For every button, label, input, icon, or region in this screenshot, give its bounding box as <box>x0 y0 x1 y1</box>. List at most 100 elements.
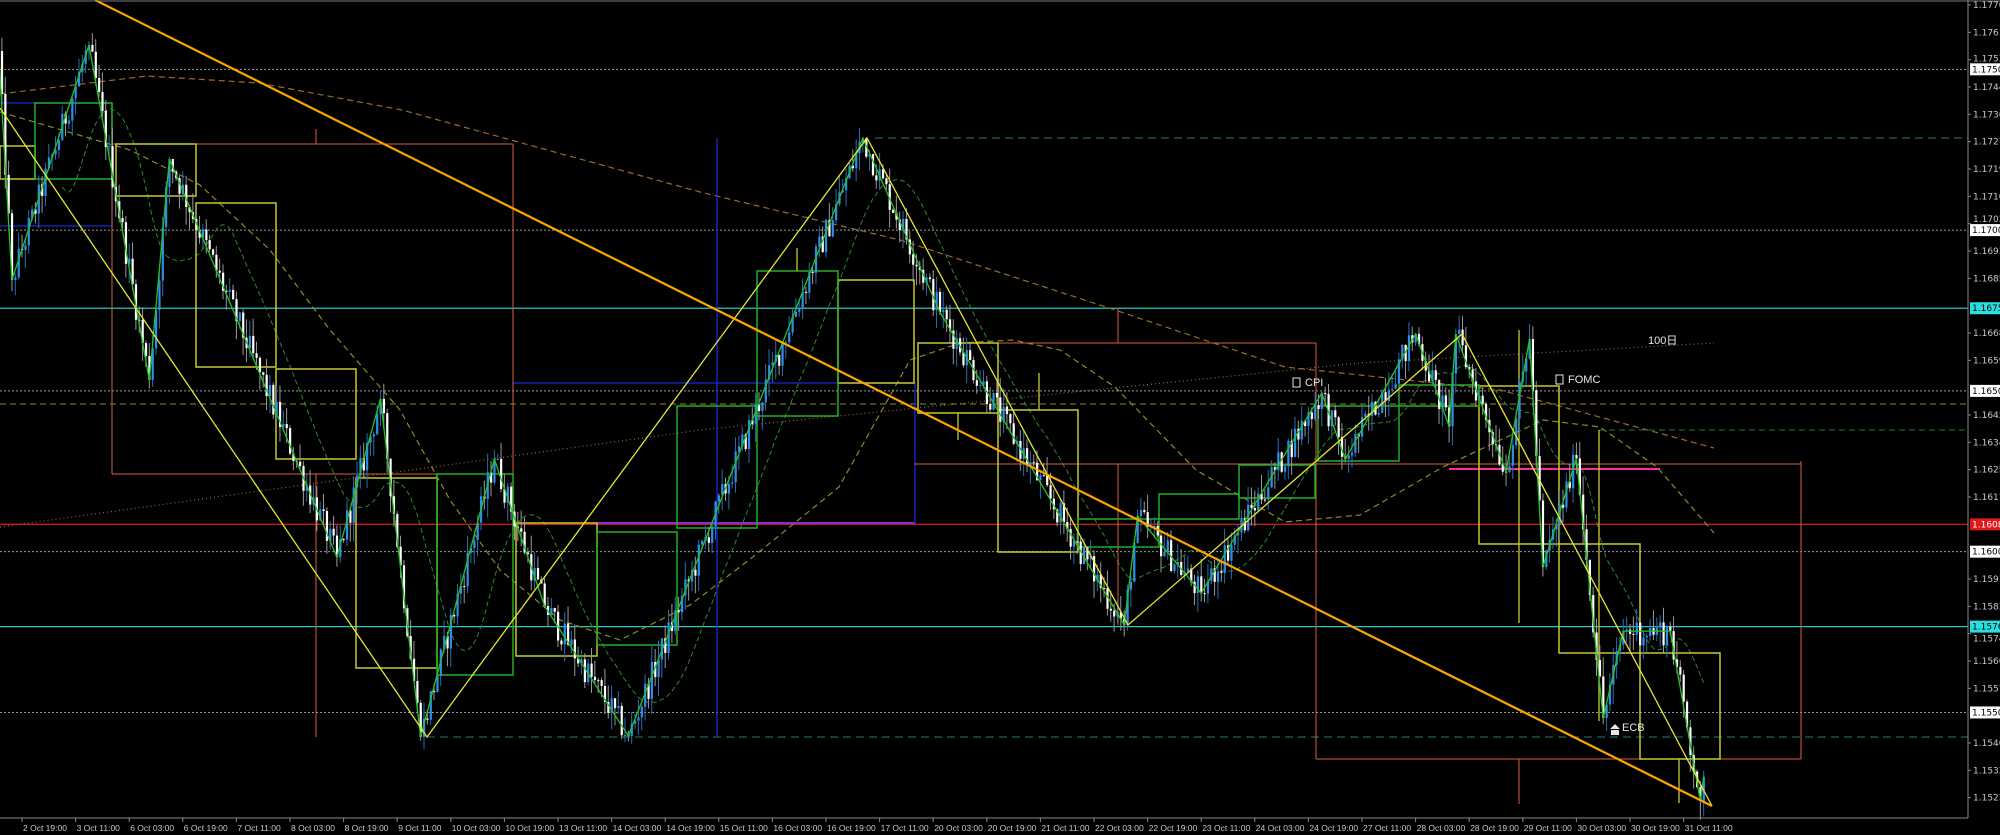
bull-candle <box>697 544 700 576</box>
bear-candle <box>386 413 389 459</box>
bull-candle <box>808 272 811 293</box>
bull-candle <box>1029 462 1032 466</box>
bear-candle <box>215 254 218 271</box>
bear-candle <box>828 220 831 237</box>
level-price-tag <box>1970 706 2000 719</box>
bear-candle <box>1374 401 1377 415</box>
bear-candle <box>560 640 563 645</box>
bear-candle <box>1113 610 1116 617</box>
bear-candle <box>1012 423 1015 444</box>
drawing-objects <box>0 102 1968 804</box>
bull-candle <box>155 309 158 349</box>
bull-candle <box>691 569 694 582</box>
bull-candle <box>476 522 479 541</box>
bear-candle <box>1260 493 1263 500</box>
bull-candle <box>1267 487 1270 500</box>
bear-candle <box>928 277 932 280</box>
bull-candle <box>1545 550 1548 568</box>
bear-candle <box>567 623 570 645</box>
document-icon <box>1555 374 1564 385</box>
level-price-label: 1.16757 <box>1972 304 2000 314</box>
bear-candle <box>349 510 352 523</box>
bull-candle <box>1129 581 1133 590</box>
bear-candle <box>1582 494 1585 530</box>
bear-candle <box>419 702 422 737</box>
bull-candle <box>1525 358 1528 372</box>
bull-candle <box>1394 383 1397 389</box>
x-tick-label: 28 Oct 03:00 <box>1417 823 1466 833</box>
y-tick-label: 1.17020 <box>1973 215 2000 225</box>
bull-candle <box>84 50 87 64</box>
bull-candle <box>282 424 285 427</box>
bull-candle <box>747 420 751 450</box>
bull-candle <box>1414 333 1417 343</box>
bear-candle <box>573 639 576 659</box>
x-tick-label: 22 Oct 03:00 <box>1095 823 1144 833</box>
bull-candle <box>1206 580 1210 594</box>
bull-candle <box>788 332 791 343</box>
bull-candle <box>1361 417 1364 437</box>
bull-candle <box>861 138 865 143</box>
bear-candle <box>1568 481 1571 489</box>
bear-candle <box>94 51 97 79</box>
bull-candle <box>1555 524 1558 530</box>
bull-candle <box>1407 335 1411 361</box>
bull-candle <box>1136 515 1139 543</box>
bull-candle <box>71 98 74 121</box>
bull-candle <box>228 289 231 292</box>
bull-candle <box>319 509 322 521</box>
bear-candle <box>1484 403 1488 420</box>
bear-candle <box>1076 541 1079 543</box>
bear-candle <box>1253 508 1256 511</box>
bear-candle <box>1220 571 1223 573</box>
bear-candle <box>898 219 901 231</box>
bear-candle <box>1662 622 1665 646</box>
bear-candle <box>446 635 449 649</box>
bear-candle <box>1079 541 1082 564</box>
y-tick-label: 1.15745 <box>1973 635 2000 645</box>
bull-candle <box>1230 544 1233 561</box>
bear-candle <box>265 374 268 397</box>
bull-candle <box>610 698 613 713</box>
bull-candle <box>1287 440 1290 467</box>
bear-candle <box>222 272 225 291</box>
bull-candle <box>1572 454 1575 489</box>
bull-candle <box>1320 393 1323 410</box>
bull-candle <box>754 404 757 424</box>
bear-candle <box>1679 667 1682 675</box>
bear-candle <box>1052 498 1055 510</box>
bull-candle <box>684 579 687 596</box>
level-price-label: 1.17500 <box>1972 65 2000 75</box>
x-tick-label: 30 Oct 03:00 <box>1577 823 1626 833</box>
bull-candle <box>1565 481 1568 508</box>
level-price-label: 1.16500 <box>1972 387 2000 397</box>
bull-candle <box>657 659 660 678</box>
bear-candle <box>503 488 506 503</box>
x-tick-label: 10 Oct 03:00 <box>452 823 501 833</box>
zigzag-line <box>0 44 1705 801</box>
bull-candle <box>466 552 469 587</box>
bear-candle <box>1699 787 1702 801</box>
bear-candle <box>1310 412 1313 420</box>
bull-candle <box>493 459 496 483</box>
bull-candle <box>1431 370 1434 382</box>
x-tick-label: 24 Oct 19:00 <box>1309 823 1358 833</box>
bull-candle <box>674 610 677 631</box>
bear-candle <box>1538 456 1541 501</box>
bull-candle <box>1665 626 1669 646</box>
bull-candle <box>1702 776 1705 801</box>
bear-candle <box>932 279 935 311</box>
bear-candle <box>989 404 992 410</box>
level-price-tag <box>1970 63 2000 76</box>
bear-candle <box>382 398 385 414</box>
bear-candle <box>908 239 911 255</box>
y-tick-label: 1.17190 <box>1973 165 2000 175</box>
bull-candle <box>731 482 734 484</box>
green-box <box>1317 405 1400 462</box>
bear-candle <box>778 354 781 366</box>
bull-candle <box>1233 535 1236 545</box>
bull-candle <box>181 184 184 194</box>
bear-candle <box>490 472 493 483</box>
bear-candle <box>41 184 44 196</box>
